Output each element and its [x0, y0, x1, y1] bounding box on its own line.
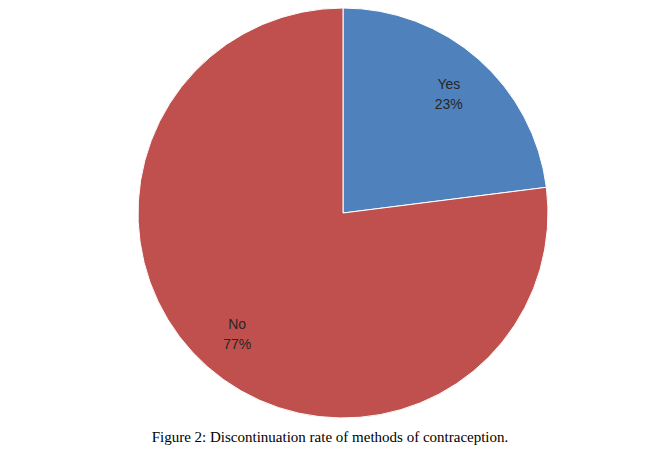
pie-slice — [138, 8, 548, 418]
caption: Figure 2: Discontinuation rate of method… — [152, 429, 509, 445]
pie-slice — [343, 8, 546, 213]
slice-category-label: No — [228, 316, 246, 332]
chart-svg: Yes 23% No 77% Figure 2: Discontinuation rat… — [0, 0, 646, 468]
slice-category-label: Yes — [437, 76, 460, 92]
labels: Yes 23% No 77% — [223, 76, 463, 352]
slice-value-label: 77% — [223, 336, 251, 352]
slice-value-label: 23% — [435, 96, 463, 112]
pie — [138, 8, 548, 418]
